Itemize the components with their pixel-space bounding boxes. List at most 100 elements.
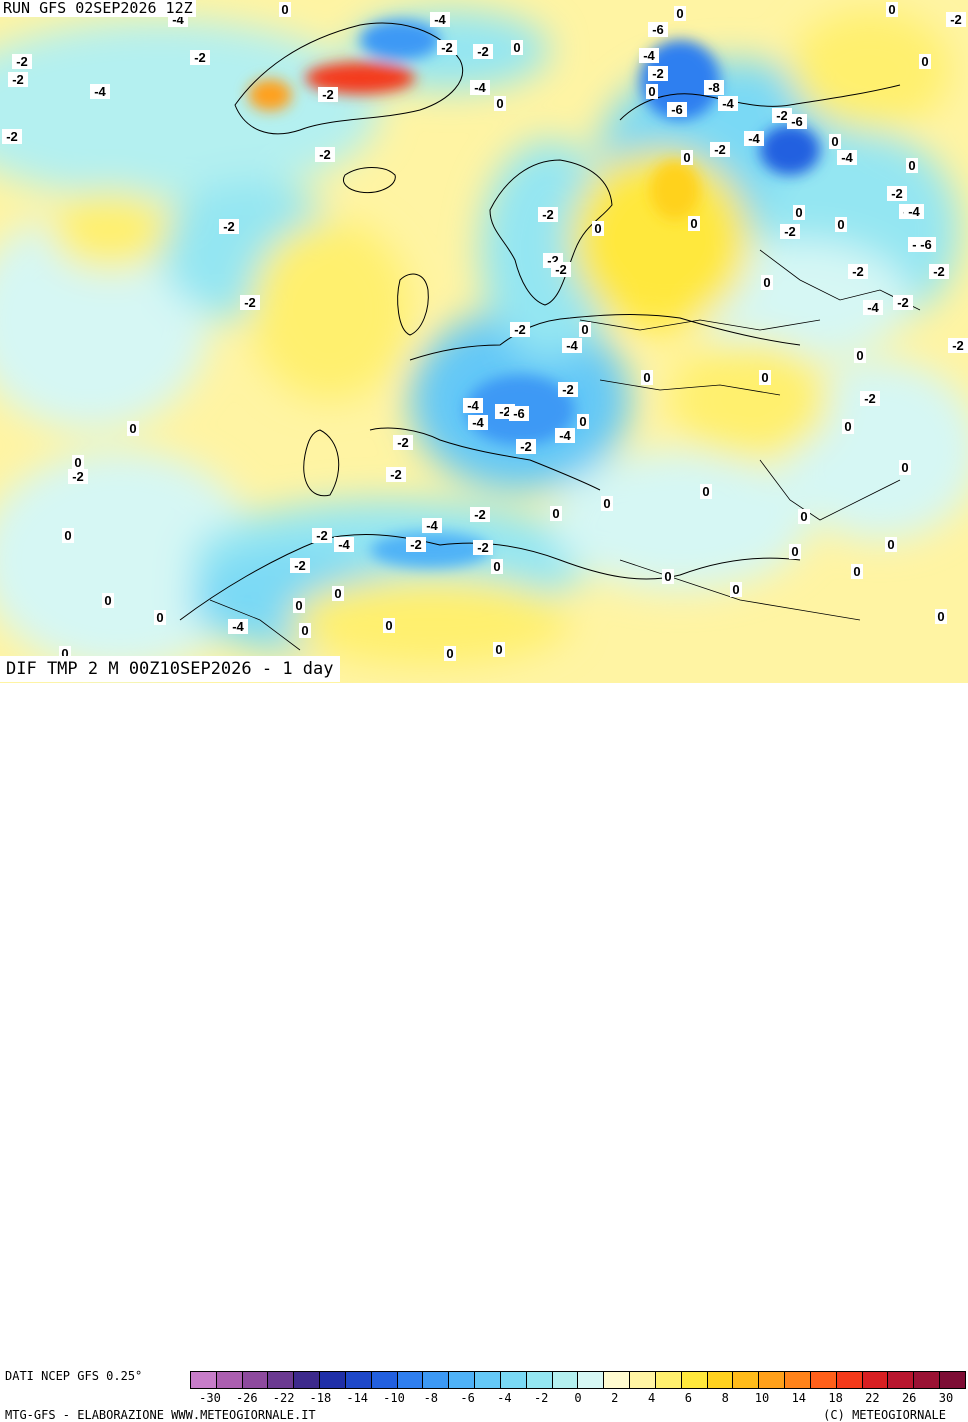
contour-label: -4 xyxy=(463,398,483,413)
scale-tick-label: 30 xyxy=(938,1391,954,1405)
contour-label: -2 xyxy=(887,186,907,201)
svg-text:0: 0 xyxy=(301,623,308,638)
scale-tick-label: 2 xyxy=(611,1391,619,1405)
contour-label: -2 xyxy=(8,72,28,87)
svg-text:-2: -2 xyxy=(441,40,453,55)
contour-label: 0 xyxy=(906,158,918,173)
scale-swatch xyxy=(733,1372,760,1388)
contour-label: -2 xyxy=(219,219,239,234)
scandinavia-coast xyxy=(489,159,613,306)
svg-text:0: 0 xyxy=(831,134,838,149)
border-5 xyxy=(209,599,301,651)
contour-label: -2 xyxy=(860,391,880,406)
contour-label: 0 xyxy=(730,582,742,597)
svg-text:-4: -4 xyxy=(467,398,479,413)
europe-coast xyxy=(303,314,801,497)
svg-text:-2: -2 xyxy=(319,147,331,162)
svg-text:0: 0 xyxy=(643,370,650,385)
svg-text:0: 0 xyxy=(74,455,81,470)
contour-label: -2 xyxy=(710,142,730,157)
svg-text:0: 0 xyxy=(844,419,851,434)
scale-tick-label: -4 xyxy=(497,1391,512,1405)
contour-label: -4 xyxy=(904,204,924,219)
svg-text:-4: -4 xyxy=(434,12,446,27)
greenland-coast xyxy=(234,22,464,135)
svg-text:-2: -2 xyxy=(547,253,559,268)
scale-tick-label: 8 xyxy=(721,1391,729,1405)
scale-swatch xyxy=(294,1372,321,1388)
svg-text:0: 0 xyxy=(800,509,807,524)
svg-text:0: 0 xyxy=(853,564,860,579)
svg-text:-6: -6 xyxy=(920,237,932,252)
scale-swatch xyxy=(888,1372,915,1388)
svg-text:-2: -2 xyxy=(223,219,235,234)
svg-text:0: 0 xyxy=(64,528,71,543)
scale-tick-label: 14 xyxy=(791,1391,807,1405)
contour-label: -2 xyxy=(510,322,530,337)
contour-label: 0 xyxy=(550,506,562,521)
contour-value-labels: -40-2-2-4-2-2-2-2-4-2 -2 0-40-2-2-60-4-20-… xyxy=(2,2,968,661)
contour-label: -2 xyxy=(929,264,949,279)
svg-text:0: 0 xyxy=(888,2,895,17)
contour-label: -4 xyxy=(744,131,764,146)
contour-label: -2 xyxy=(315,147,335,162)
contour-label: -2 xyxy=(893,295,913,310)
contour-label: -2 xyxy=(948,338,968,353)
contour-label: -2 xyxy=(190,50,210,65)
svg-text:0: 0 xyxy=(837,217,844,232)
contour-label: 0 xyxy=(511,40,523,55)
svg-text:0: 0 xyxy=(493,559,500,574)
svg-text:-2: -2 xyxy=(520,439,532,454)
contour-label: 0 xyxy=(854,348,866,363)
contour-label: 0 xyxy=(494,96,506,111)
svg-text:-2: -2 xyxy=(294,558,306,573)
svg-text:-4: -4 xyxy=(94,84,106,99)
contour-label: 0 xyxy=(444,646,456,661)
contour-label: 0 xyxy=(789,544,801,559)
svg-text:0: 0 xyxy=(581,322,588,337)
scale-swatch xyxy=(320,1372,346,1388)
contour-label: 0 xyxy=(761,275,773,290)
contour-label: -2 xyxy=(12,54,32,69)
scale-swatch xyxy=(759,1372,786,1388)
svg-text:0: 0 xyxy=(901,460,908,475)
contour-label: -2 xyxy=(386,467,406,482)
svg-text:-4: -4 xyxy=(474,80,486,95)
contour-label: -2 xyxy=(473,44,493,59)
svg-text:0: 0 xyxy=(791,544,798,559)
scale-swatch xyxy=(681,1372,708,1388)
scale-swatch xyxy=(242,1372,269,1388)
contour-label: -2 xyxy=(470,507,490,522)
contour-label: 0 xyxy=(577,414,589,429)
svg-text:0: 0 xyxy=(552,506,559,521)
svg-text:-4: -4 xyxy=(566,338,578,353)
scale-swatch xyxy=(836,1372,863,1388)
scale-swatch xyxy=(914,1372,941,1388)
contour-label: -4 xyxy=(837,150,857,165)
contour-label: 0 xyxy=(899,460,911,475)
contour-label: 0 xyxy=(601,496,613,511)
color-scale-bar xyxy=(190,1371,966,1389)
contour-label: -4 xyxy=(562,338,582,353)
svg-text:-2: -2 xyxy=(397,435,409,450)
scale-swatch xyxy=(526,1372,553,1388)
scale-swatch xyxy=(578,1372,605,1388)
contour-label: 0 xyxy=(127,421,139,436)
scale-swatch xyxy=(397,1372,424,1388)
scale-swatch xyxy=(940,1372,965,1388)
contour-label: 0 xyxy=(154,610,166,625)
field-label: DIF TMP 2 M 00Z10SEP2026 - 1 day xyxy=(0,656,340,682)
scale-swatch xyxy=(707,1372,734,1388)
scale-tick-label: -8 xyxy=(423,1391,439,1405)
scale-swatch xyxy=(449,1372,476,1388)
contour-label: 0 xyxy=(299,623,311,638)
scale-tick-label: -26 xyxy=(235,1391,258,1405)
contour-label: 0 xyxy=(798,509,810,524)
border-2 xyxy=(599,379,781,396)
svg-text:0: 0 xyxy=(648,84,655,99)
svg-text:0: 0 xyxy=(603,496,610,511)
contour-label: -2 xyxy=(516,439,536,454)
svg-text:0: 0 xyxy=(761,370,768,385)
temperature-anomaly-map: -4 0 -2 -2 -4 -2 -2 -2 -2 -4 -2 -2 0 -4 0 -2 -2 -6 0 -4 -2 0-… xyxy=(0,0,968,683)
contour-label: -6 xyxy=(916,237,936,252)
